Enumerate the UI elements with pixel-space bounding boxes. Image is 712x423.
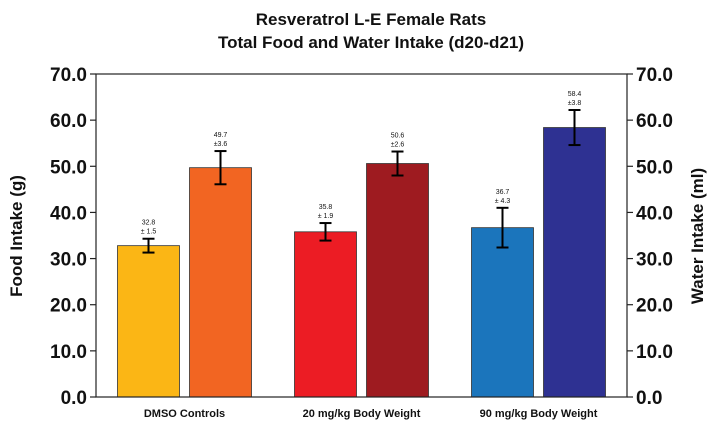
data-label-value: 58.4 xyxy=(568,91,582,98)
data-label-value: 36.7 xyxy=(496,189,510,196)
bars-group: 32.8 ± 1.5 49.7 ±3.6 35.8 ± 1.9 50.6 ±2.6 36.7 ± … xyxy=(117,91,606,398)
data-label-error: ± 4.3 xyxy=(495,198,511,205)
data-label-value: 35.8 xyxy=(319,204,333,211)
y-tick-label-right: 60.0 xyxy=(636,111,673,132)
y-axis-right-label: Water Intake (ml) xyxy=(688,168,707,304)
y-tick-label-left: 60.0 xyxy=(50,111,87,132)
bar xyxy=(294,231,357,398)
y-tick-label-right: 20.0 xyxy=(636,296,673,317)
category-label: DMSO Controls xyxy=(144,408,225,420)
bar xyxy=(366,163,429,398)
y-axis-left-ticks: 0.0 10.0 20.0 30.0 40.0 50.0 60.0 70.0 xyxy=(50,65,96,409)
data-label-value: 50.6 xyxy=(391,133,405,140)
y-tick-label-left: 50.0 xyxy=(50,157,87,178)
data-label-error: ±3.6 xyxy=(214,141,228,148)
y-tick-label-right: 30.0 xyxy=(636,250,673,271)
category-labels: DMSO Controls 20 mg/kg Body Weight 90 mg/k… xyxy=(144,408,598,420)
category-label: 90 mg/kg Body Weight xyxy=(480,408,598,420)
data-label-value: 49.7 xyxy=(214,132,228,139)
data-label-error: ±3.8 xyxy=(568,100,582,107)
y-tick-label-left: 30.0 xyxy=(50,250,87,271)
category-label: 20 mg/kg Body Weight xyxy=(303,408,421,420)
data-label-error: ±2.6 xyxy=(391,142,405,149)
y-tick-label-right: 0.0 xyxy=(636,388,662,409)
plot-frame xyxy=(95,73,628,398)
y-tick-label-right: 40.0 xyxy=(636,203,673,224)
y-tick-label-right: 50.0 xyxy=(636,157,673,178)
y-tick-label-left: 20.0 xyxy=(50,296,87,317)
bar xyxy=(543,127,606,398)
data-label-error: ± 1.9 xyxy=(318,213,334,220)
y-tick-label-left: 70.0 xyxy=(50,65,87,86)
y-tick-label-left: 10.0 xyxy=(50,342,87,363)
data-label-error: ± 1.5 xyxy=(141,229,157,236)
y-axis-right-ticks: 0.0 10.0 20.0 30.0 40.0 50.0 60.0 70.0 xyxy=(627,65,673,409)
bar xyxy=(471,227,534,398)
data-label-value: 32.8 xyxy=(142,220,156,227)
chart-title: Resveratrol L-E Female Rats xyxy=(256,10,487,29)
y-tick-label-left: 40.0 xyxy=(50,203,87,224)
y-tick-label-right: 10.0 xyxy=(636,342,673,363)
y-axis-left-label: Food Intake (g) xyxy=(7,175,26,297)
y-tick-label-left: 0.0 xyxy=(61,388,87,409)
bar xyxy=(189,167,252,398)
bar xyxy=(117,245,180,398)
y-tick-label-right: 70.0 xyxy=(636,65,673,86)
chart-subtitle: Total Food and Water Intake (d20-d21) xyxy=(218,33,524,52)
